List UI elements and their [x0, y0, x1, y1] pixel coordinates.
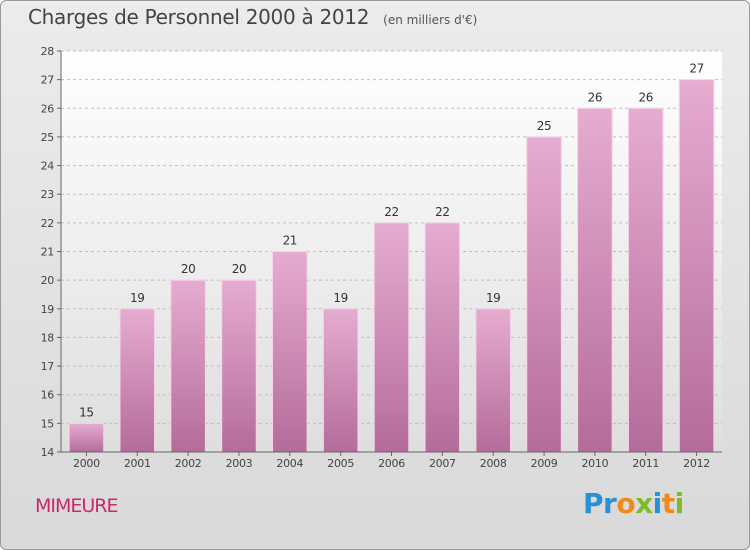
- logo-letter: i: [674, 487, 685, 520]
- logo-letter: t: [661, 487, 675, 520]
- y-tick-label: 28: [41, 45, 55, 58]
- chart-title: Charges de Personnel 2000 à 2012 (en mill…: [28, 5, 477, 29]
- x-tick-label: 2012: [683, 457, 710, 470]
- bar-value-label: 22: [435, 205, 449, 219]
- bar-value-label: 19: [333, 291, 347, 305]
- bar-value-label: 21: [283, 234, 297, 248]
- bar-value-label: 19: [130, 291, 144, 305]
- x-tick-label: 2002: [175, 457, 202, 470]
- bars: [68, 79, 715, 453]
- bar-value-label: 19: [486, 291, 500, 305]
- bar: [678, 79, 715, 453]
- bar: [221, 279, 257, 453]
- axes: 14 15 16 17 18 19 20 21 22 23 24 25 26 27 28 2000 2001 20…: [41, 45, 722, 470]
- bar-value-label: 26: [638, 90, 652, 104]
- y-tick-label: 19: [41, 303, 55, 316]
- bar: [627, 107, 664, 453]
- bar-value-label: 25: [537, 119, 551, 133]
- logo-letter: r: [603, 487, 617, 520]
- y-tick-label: 26: [41, 102, 55, 115]
- bar: [68, 422, 105, 453]
- y-tick-label: 25: [41, 131, 55, 144]
- y-tick-label: 23: [41, 188, 55, 201]
- bar: [170, 279, 206, 453]
- bar: [526, 136, 562, 453]
- x-tick-label: 2004: [276, 457, 303, 470]
- title-unit: (en milliers d'€): [383, 13, 478, 27]
- y-tick-label: 22: [41, 217, 54, 230]
- x-tick-label: 2007: [429, 457, 456, 470]
- place-name: MIMEURE: [35, 495, 119, 517]
- bar: [322, 308, 359, 453]
- y-tick-label: 21: [41, 246, 54, 259]
- bar-value-label: 20: [232, 262, 246, 276]
- bar: [424, 222, 461, 453]
- y-tick-label: 18: [41, 331, 55, 344]
- title-text: Charges de Personnel 2000 à 2012: [28, 5, 370, 29]
- logo-letter: x: [635, 487, 653, 520]
- y-tick-label: 27: [41, 74, 55, 87]
- x-tick-label: 2000: [73, 457, 100, 470]
- bar: [272, 251, 308, 453]
- value-labels: 15 19 20 20 21 19 22 22 19 25 26 26 27: [79, 62, 704, 420]
- x-tick-label: 2009: [531, 457, 558, 470]
- bar: [475, 308, 511, 453]
- bar-value-label: 27: [689, 62, 703, 76]
- x-tick-label: 2005: [327, 457, 354, 470]
- logo-letter: o: [616, 487, 636, 520]
- y-tick-label: 20: [41, 274, 55, 287]
- bar: [577, 107, 613, 453]
- x-tick-label: 2011: [632, 457, 659, 470]
- y-tick-label: 14: [41, 446, 55, 459]
- bar: [119, 308, 156, 453]
- y-tick-label: 24: [41, 160, 55, 173]
- x-tick-label: 2001: [124, 457, 151, 470]
- bar-value-label: 20: [181, 262, 195, 276]
- logo-letter: i: [652, 487, 663, 520]
- y-tick-label: 16: [41, 389, 55, 402]
- y-tick-label: 17: [41, 360, 55, 373]
- x-tick-label: 2010: [581, 457, 608, 470]
- x-tick-label: 2006: [378, 457, 405, 470]
- proxiti-logo: Proxiti: [583, 487, 684, 520]
- bar-value-label: 15: [79, 405, 93, 419]
- x-tick-label: 2003: [226, 457, 253, 470]
- bar: [373, 222, 410, 453]
- x-tick-label: 2008: [480, 457, 507, 470]
- bar-value-label: 22: [384, 205, 398, 219]
- logo-letter: P: [583, 487, 604, 520]
- bar-value-label: 26: [588, 90, 602, 104]
- y-tick-label: 15: [41, 417, 55, 430]
